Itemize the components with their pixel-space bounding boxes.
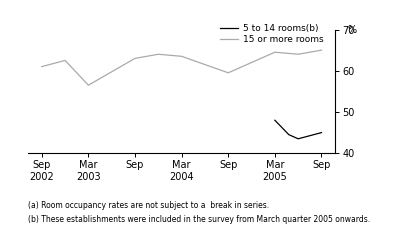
Y-axis label: %: %	[348, 25, 357, 35]
Text: (a) Room occupancy rates are not subject to a  break in series.: (a) Room occupancy rates are not subject…	[28, 201, 269, 210]
Text: (b) These establishments were included in the survey from March quarter 2005 onw: (b) These establishments were included i…	[28, 215, 370, 224]
Legend: 5 to 14 rooms(b), 15 or more rooms: 5 to 14 rooms(b), 15 or more rooms	[220, 24, 323, 44]
